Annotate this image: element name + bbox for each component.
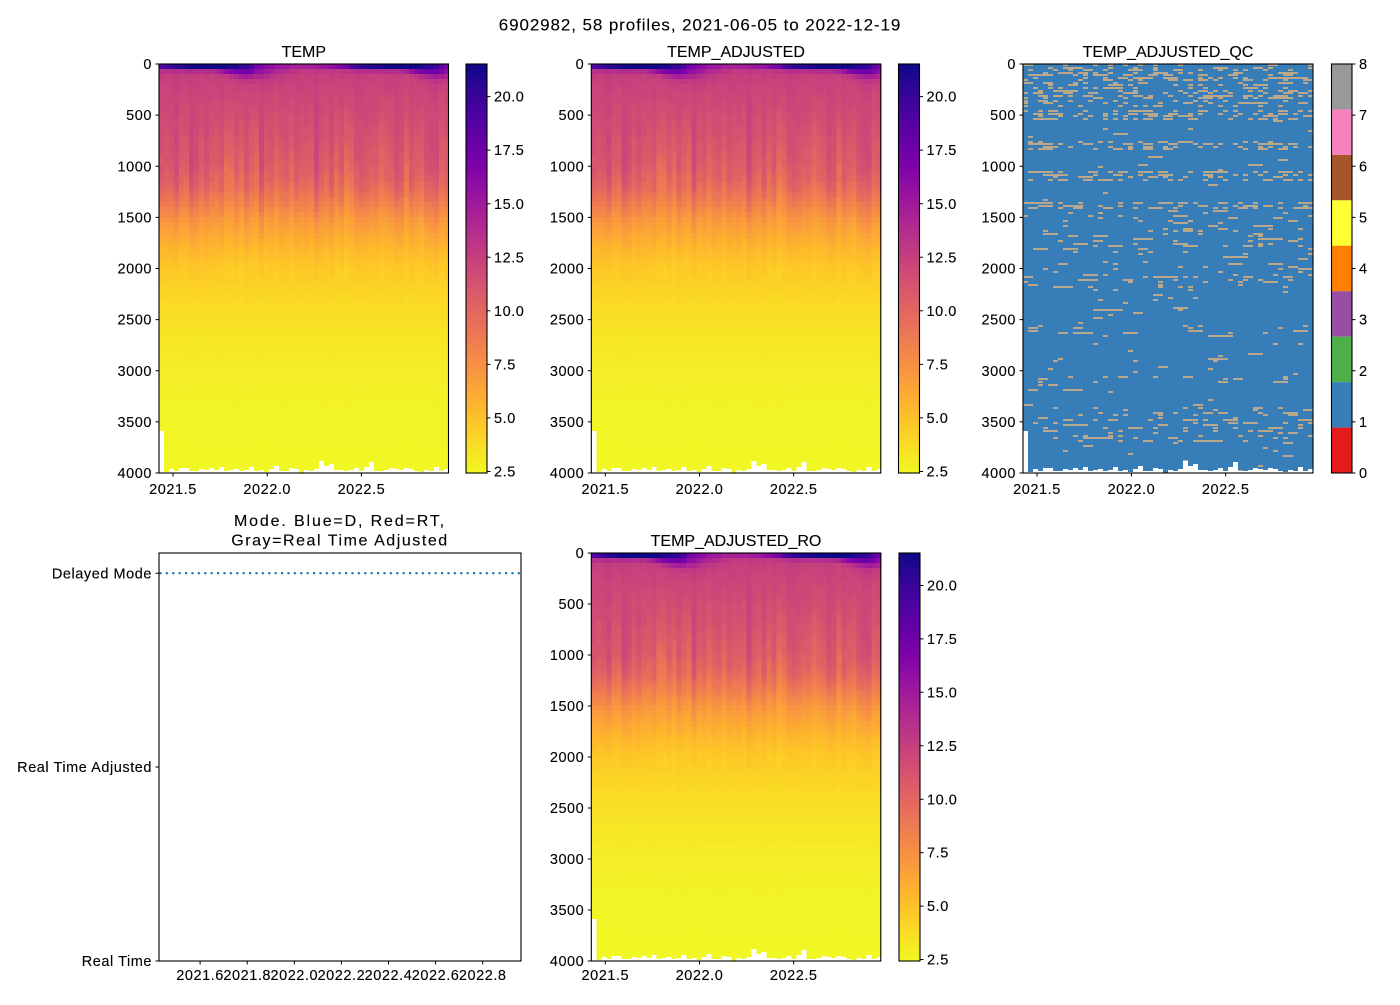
svg-text:12.5: 12.5 (494, 250, 524, 266)
svg-text:4000: 4000 (550, 954, 584, 970)
svg-text:2022.5: 2022.5 (770, 968, 818, 984)
svg-text:7: 7 (1359, 108, 1367, 124)
svg-text:0: 0 (576, 57, 585, 73)
svg-text:3000: 3000 (550, 364, 584, 380)
svg-text:2500: 2500 (550, 801, 584, 817)
svg-text:5.0: 5.0 (927, 899, 949, 915)
svg-text:0: 0 (143, 57, 152, 73)
svg-text:2022.0: 2022.0 (243, 482, 291, 498)
svg-text:12.5: 12.5 (927, 739, 957, 755)
svg-text:2: 2 (1359, 364, 1367, 380)
svg-text:3500: 3500 (550, 903, 584, 919)
svg-text:1000: 1000 (550, 648, 584, 664)
svg-text:Gray=Real Time Adjusted: Gray=Real Time Adjusted (231, 533, 449, 550)
svg-text:3000: 3000 (550, 852, 584, 868)
svg-text:1000: 1000 (550, 159, 584, 175)
svg-text:10.0: 10.0 (927, 304, 957, 320)
svg-text:3000: 3000 (118, 364, 152, 380)
svg-text:1500: 1500 (550, 699, 584, 715)
svg-text:7.5: 7.5 (494, 358, 516, 374)
svg-text:500: 500 (558, 597, 584, 613)
svg-text:TEMP: TEMP (282, 44, 326, 61)
svg-text:Real Time: Real Time (82, 954, 152, 970)
svg-text:15.0: 15.0 (927, 685, 957, 701)
svg-text:2022.6: 2022.6 (412, 968, 460, 984)
svg-text:TEMP_ADJUSTED_QC: TEMP_ADJUSTED_QC (1083, 44, 1254, 61)
svg-text:2021.5: 2021.5 (1013, 482, 1061, 498)
svg-text:1500: 1500 (118, 211, 152, 227)
svg-text:3500: 3500 (550, 415, 584, 431)
svg-text:1500: 1500 (550, 211, 584, 227)
svg-text:2021.5: 2021.5 (581, 482, 629, 498)
svg-text:1000: 1000 (982, 159, 1016, 175)
svg-text:17.5: 17.5 (927, 632, 957, 648)
svg-text:5: 5 (1359, 211, 1367, 227)
svg-text:15.0: 15.0 (494, 197, 524, 213)
svg-text:2022.0: 2022.0 (270, 968, 318, 984)
svg-text:5.0: 5.0 (927, 411, 949, 427)
svg-text:TEMP_ADJUSTED_RO: TEMP_ADJUSTED_RO (651, 533, 822, 550)
svg-text:3: 3 (1359, 313, 1367, 329)
svg-text:500: 500 (558, 108, 584, 124)
svg-text:2022.2: 2022.2 (318, 968, 366, 984)
svg-text:12.5: 12.5 (927, 250, 957, 266)
svg-text:Delayed Mode: Delayed Mode (52, 566, 152, 582)
svg-text:2500: 2500 (982, 313, 1016, 329)
svg-text:0: 0 (576, 546, 585, 562)
svg-text:3000: 3000 (982, 364, 1016, 380)
svg-text:2022.4: 2022.4 (365, 968, 413, 984)
svg-text:2500: 2500 (118, 313, 152, 329)
svg-text:2022.5: 2022.5 (770, 482, 818, 498)
svg-text:2000: 2000 (550, 262, 584, 278)
svg-text:500: 500 (990, 108, 1016, 124)
svg-text:3500: 3500 (118, 415, 152, 431)
svg-text:10.0: 10.0 (927, 792, 957, 808)
svg-text:1: 1 (1359, 415, 1367, 431)
svg-text:20.0: 20.0 (494, 90, 524, 106)
svg-text:3500: 3500 (982, 415, 1016, 431)
svg-text:4000: 4000 (550, 466, 584, 482)
svg-text:8: 8 (1359, 57, 1367, 73)
svg-text:2000: 2000 (118, 262, 152, 278)
svg-text:6902982, 58 profiles, 2021-06-: 6902982, 58 profiles, 2021-06-05 to 2022… (499, 16, 901, 35)
svg-text:2021.5: 2021.5 (149, 482, 197, 498)
svg-text:1500: 1500 (982, 211, 1016, 227)
svg-text:2022.8: 2022.8 (459, 968, 507, 984)
svg-text:Mode. Blue=D, Red=RT,: Mode. Blue=D, Red=RT, (234, 513, 446, 530)
svg-text:500: 500 (126, 108, 152, 124)
svg-text:TEMP_ADJUSTED: TEMP_ADJUSTED (667, 44, 805, 61)
svg-text:2022.0: 2022.0 (676, 482, 724, 498)
svg-text:2022.0: 2022.0 (1108, 482, 1156, 498)
svg-text:2.5: 2.5 (927, 953, 949, 969)
svg-text:17.5: 17.5 (927, 143, 957, 159)
svg-text:Real Time Adjusted: Real Time Adjusted (17, 760, 152, 776)
svg-text:2021.8: 2021.8 (223, 968, 271, 984)
svg-text:2.5: 2.5 (927, 465, 949, 481)
svg-text:2022.0: 2022.0 (676, 968, 724, 984)
svg-text:2000: 2000 (982, 262, 1016, 278)
svg-text:5.0: 5.0 (494, 411, 516, 427)
svg-text:2022.5: 2022.5 (338, 482, 386, 498)
svg-text:20.0: 20.0 (927, 90, 957, 106)
svg-text:1000: 1000 (118, 159, 152, 175)
svg-text:0: 0 (1359, 466, 1367, 482)
svg-text:0: 0 (1007, 57, 1016, 73)
svg-text:7.5: 7.5 (927, 358, 949, 374)
svg-text:20.0: 20.0 (927, 579, 957, 595)
svg-text:2021.6: 2021.6 (176, 968, 224, 984)
svg-text:7.5: 7.5 (927, 846, 949, 862)
svg-text:17.5: 17.5 (494, 143, 524, 159)
svg-text:4000: 4000 (982, 466, 1016, 482)
svg-text:4000: 4000 (118, 466, 152, 482)
svg-text:2000: 2000 (550, 750, 584, 766)
svg-text:4: 4 (1359, 262, 1367, 278)
svg-text:2500: 2500 (550, 313, 584, 329)
svg-text:10.0: 10.0 (494, 304, 524, 320)
svg-text:6: 6 (1359, 159, 1367, 175)
svg-text:2021.5: 2021.5 (581, 968, 629, 984)
svg-text:2.5: 2.5 (494, 465, 516, 481)
svg-text:2022.5: 2022.5 (1202, 482, 1250, 498)
svg-text:15.0: 15.0 (927, 197, 957, 213)
